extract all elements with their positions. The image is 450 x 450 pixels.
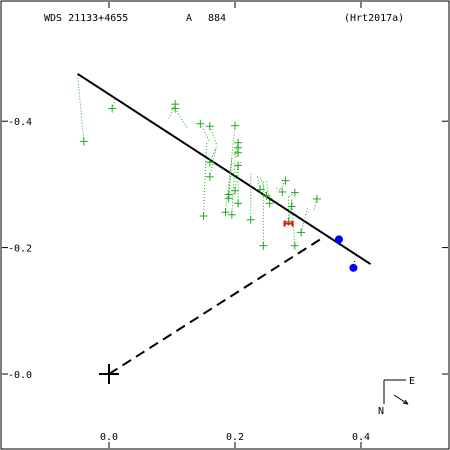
blue-dot: [349, 263, 358, 272]
observation-markers: [79, 100, 358, 272]
observation-plus: [262, 191, 271, 200]
reference-label: (Hrt2017a): [344, 13, 404, 24]
observation-plus: [199, 212, 208, 220]
residual-line: [199, 123, 211, 143]
residual-line: [237, 161, 242, 166]
compass: E N: [378, 376, 415, 417]
primary-star-marker: [99, 364, 119, 384]
observation-plus: [234, 148, 243, 157]
residual-line: [313, 198, 318, 212]
observation-plus: [205, 158, 214, 167]
observation-plus: [205, 122, 214, 131]
observation-plus: [312, 194, 321, 203]
observation-plus: [196, 119, 205, 128]
observation-plus: [79, 137, 88, 146]
observation-plus: [290, 188, 299, 197]
residual-line: [266, 181, 271, 204]
residual-line: [233, 142, 239, 157]
observation-plus: [108, 104, 117, 113]
line-of-nodes: [108, 236, 324, 375]
discoverer-number: 884: [208, 13, 226, 24]
residual-line: [209, 126, 218, 147]
residual-line: [288, 192, 296, 198]
x-tick-label: 0.2: [226, 432, 244, 443]
residual-line: [259, 176, 267, 196]
residual-line: [275, 187, 283, 193]
residual-line: [111, 97, 116, 109]
observation-plus: [265, 199, 274, 208]
compass-motion-arrow: [393, 394, 409, 405]
residual-line: [77, 73, 85, 142]
observation-plus: [224, 194, 233, 203]
y-tick-label: -0.2: [8, 244, 32, 255]
residual-line: [256, 174, 261, 190]
x-tick-label: 0.0: [100, 432, 118, 443]
observation-plus: [234, 199, 243, 208]
y-tick-label: -0.0: [8, 370, 32, 381]
observation-plus: [281, 176, 290, 185]
residual-line: [228, 157, 233, 199]
observation-plus: [231, 186, 239, 195]
y-tick-label: -0.4: [8, 117, 32, 128]
residual-line: [300, 208, 308, 233]
component-label: A: [186, 13, 192, 24]
residual-line: [278, 180, 286, 191]
residual-line: [231, 125, 236, 157]
observation-plus: [205, 172, 214, 181]
x-tick-label: 0.4: [352, 432, 370, 443]
residual-line: [231, 160, 236, 215]
compass-east-label: E: [409, 376, 415, 387]
observation-plus: [234, 161, 243, 170]
residual-line: [209, 147, 217, 177]
observation-plus: [231, 121, 239, 130]
residual-lines: [77, 73, 356, 268]
wds-designation: WDS 21133+4655: [44, 13, 128, 24]
observation-plus: [259, 241, 268, 250]
residual-line: [288, 200, 293, 224]
residual-line: [203, 141, 208, 217]
observation-plus: [256, 185, 265, 194]
highlighted-observation: [283, 220, 294, 227]
observation-plus: [221, 208, 230, 217]
observation-plus: [290, 241, 299, 250]
compass-north-label: N: [378, 406, 384, 417]
orbit-fit-line: [76, 72, 371, 265]
observation-plus: [297, 228, 306, 237]
compass-arrow-head: [402, 399, 409, 405]
residual-line: [174, 108, 189, 130]
observation-plus: [227, 210, 236, 219]
observation-plus: [246, 215, 255, 224]
observation-plus: [278, 187, 287, 196]
blue-dot: [334, 235, 343, 244]
residual-line: [225, 157, 233, 213]
observation-plus: [287, 202, 296, 211]
observation-plus: [171, 104, 180, 113]
